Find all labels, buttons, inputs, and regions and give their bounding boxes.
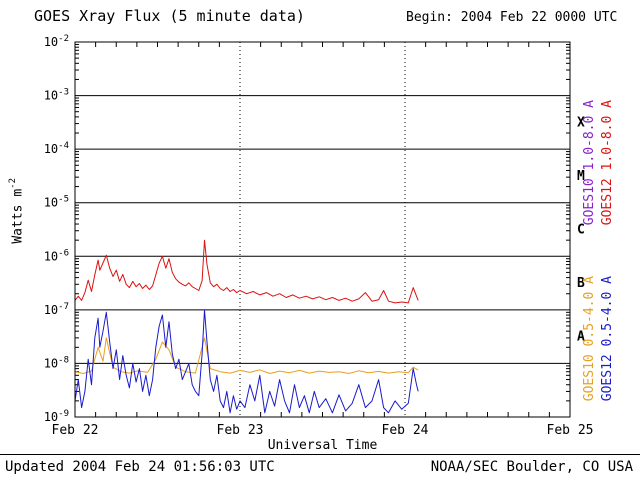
flare-class-a: A	[577, 330, 585, 345]
y-tick-label: 10-2	[44, 34, 69, 49]
flare-class-c: C	[577, 223, 585, 238]
y-tick-label: 10-4	[44, 141, 69, 156]
y-tick-labels: 10-2 10-3 10-4 10-5 10-6 10-7 10-8 10-9	[44, 34, 69, 424]
series-goes12-0.5-4.0-a	[74, 309, 419, 414]
y-tick-label: 10-9	[44, 409, 69, 424]
source-attribution: NOAA/SEC Boulder, CO USA	[430, 459, 633, 475]
y-minor-ticks	[75, 43, 570, 402]
updated-timestamp: Updated 2004 Feb 24 01:56:03 UTC	[5, 459, 275, 475]
flare-class-x: X	[577, 115, 585, 130]
x-minor-ticks	[95, 42, 550, 417]
x-tick-label: Feb 24	[382, 423, 429, 438]
y-tick-label: 10-3	[44, 88, 69, 103]
legend-goes12-short: GOES12 0.5-4.0 A	[600, 276, 615, 402]
x-tick-labels: Feb 22 Feb 23 Feb 24 Feb 25	[52, 423, 594, 438]
y-tick-label: 10-8	[44, 355, 69, 370]
legend-goes10-short: GOES10 0.5-4.0 A	[582, 276, 597, 402]
legend-goes12-long: GOES12 1.0-8.0 A	[600, 100, 615, 226]
series-goes12-1.0-8.0-a	[74, 239, 419, 304]
decade-gridlines	[75, 95, 570, 364]
begin-timestamp: Begin: 2004 Feb 22 0000 UTC	[406, 10, 618, 25]
x-tick-label: Feb 22	[52, 423, 99, 438]
chart-title: GOES Xray Flux (5 minute data)	[34, 7, 305, 25]
x-axis-label: Universal Time	[267, 438, 378, 453]
flare-class-b: B	[577, 276, 585, 291]
y-tick-label: 10-5	[44, 195, 69, 210]
x-tick-label: Feb 23	[217, 423, 264, 438]
flare-class-m: M	[577, 169, 585, 184]
day-gridlines	[239, 42, 406, 417]
series-goes10-0.5-4.0-a	[74, 337, 419, 374]
footer-divider	[0, 454, 640, 455]
y-tick-label: 10-6	[44, 248, 69, 263]
legend-goes10-long: GOES10 1.0-8.0 A	[582, 100, 597, 226]
y-tick-label: 10-7	[44, 302, 69, 317]
flare-class-labels: X M C B A	[577, 115, 585, 344]
x-tick-label: Feb 25	[547, 423, 594, 438]
plot-frame	[74, 41, 571, 418]
